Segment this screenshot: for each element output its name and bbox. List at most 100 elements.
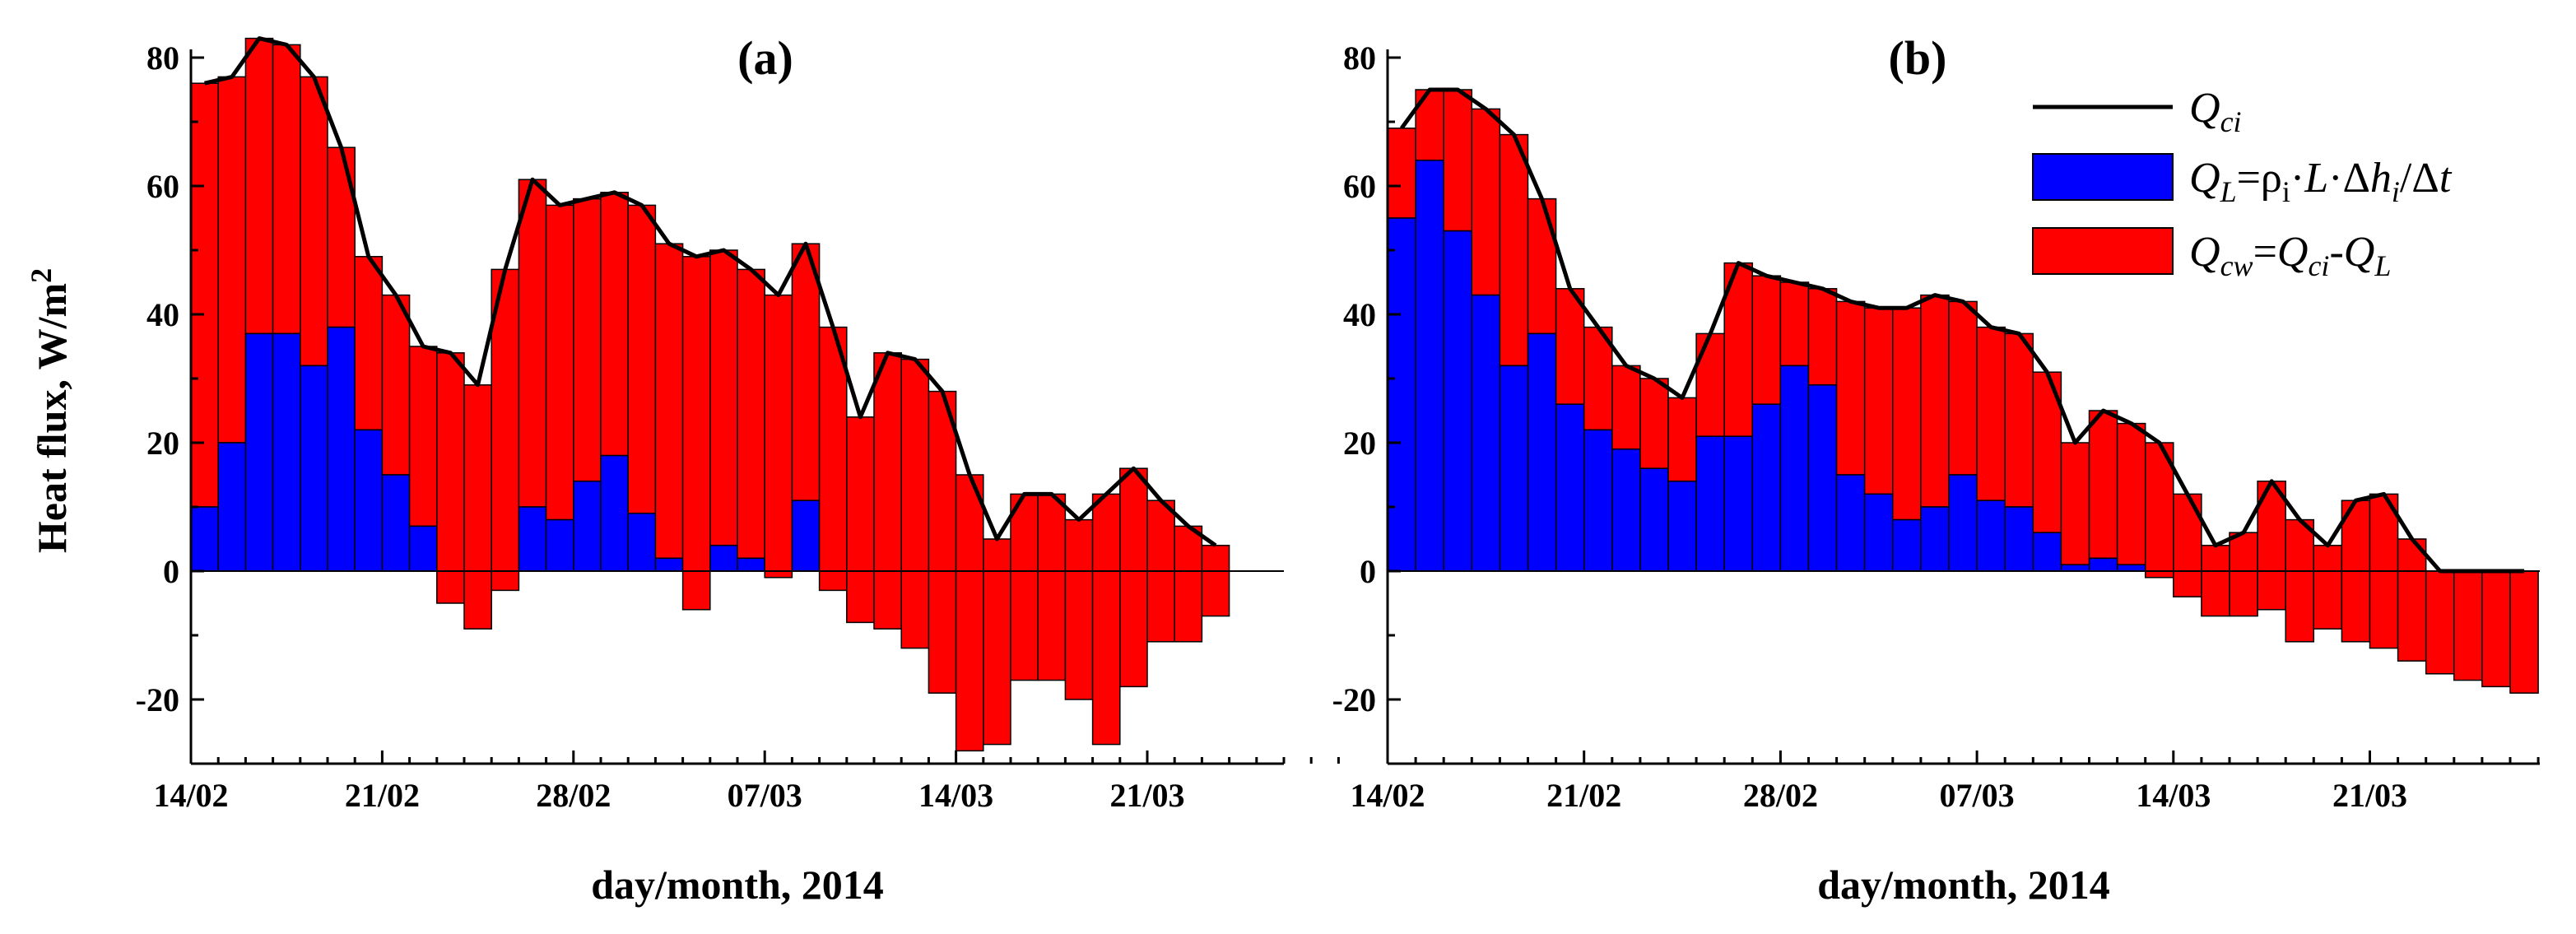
- qcw-bar: [244, 37, 274, 335]
- ql-bar: [354, 429, 384, 572]
- x-tick-label: 21/03: [2332, 777, 2407, 814]
- y-tick-label: 0: [163, 553, 179, 590]
- qcw-bar: [2004, 332, 2034, 508]
- y-tick-label: -20: [1332, 681, 1376, 718]
- ql-bar: [791, 500, 821, 572]
- qcw-bar: [1920, 294, 1950, 508]
- panel-label: (a): [737, 31, 793, 85]
- ql-bar: [1751, 403, 1782, 572]
- qcw-bar: [2088, 410, 2118, 560]
- qcw-bar: [1010, 493, 1039, 681]
- ql-bar: [1920, 506, 1950, 572]
- ql-bar: [737, 557, 765, 572]
- qcw-bar: [764, 294, 793, 579]
- ql-bar: [408, 525, 438, 572]
- qcw-bar: [2116, 422, 2146, 565]
- qcw-bar: [2229, 532, 2258, 617]
- qcw-bar: [681, 256, 711, 611]
- legend-label-qcw: Qcw=Qci-QL: [2189, 229, 2391, 282]
- x-tick-label: 28/02: [536, 777, 611, 814]
- qcw-bar: [654, 243, 684, 560]
- x-axis-title: day/month, 2014: [1817, 862, 2110, 908]
- qci-line: [1399, 87, 2525, 574]
- ql-bar: [217, 442, 247, 572]
- qcw-bar: [2313, 545, 2343, 630]
- qcw-bar: [1583, 326, 1613, 431]
- qcw-bar: [873, 352, 902, 630]
- qcw-bar: [1835, 300, 1866, 476]
- ql-bar: [190, 506, 219, 572]
- qcw-bar: [1779, 281, 1810, 367]
- qcw-bar: [1064, 518, 1094, 700]
- ql-bar: [1779, 365, 1810, 572]
- qcw-bar: [709, 249, 738, 546]
- x-tick-label: 28/02: [1743, 777, 1818, 814]
- qcw-bar: [1037, 493, 1067, 681]
- qcw-bar: [600, 192, 629, 457]
- ql-bar: [518, 506, 547, 572]
- y-tick-label: 60: [1343, 168, 1376, 205]
- qcw-bar: [1807, 288, 1838, 386]
- qcw-bar: [1527, 197, 1557, 335]
- qcw-bar: [846, 416, 875, 624]
- x-tick-label: 21/02: [345, 777, 420, 814]
- qcw-bar: [217, 76, 247, 444]
- qcw-bar: [1387, 128, 1416, 219]
- ql-bar: [1976, 500, 2006, 572]
- ql-bar: [545, 518, 574, 572]
- ql-bar: [244, 332, 274, 572]
- ql-bar: [272, 332, 301, 572]
- qcw-bar: [408, 346, 438, 527]
- qcw-bar: [818, 326, 848, 592]
- ql-bar: [627, 513, 657, 572]
- ql-bar: [1499, 365, 1529, 572]
- ql-bar: [1415, 160, 1444, 572]
- ql-bar: [2032, 532, 2062, 572]
- qcw-bar: [928, 390, 957, 694]
- x-tick-label: 14/02: [1350, 777, 1425, 814]
- ql-bar: [300, 365, 328, 572]
- qcw-bar: [1639, 378, 1669, 469]
- panel-a: -20 0 20 40 60 80 14/02 21/02 28/02 07/03 14/03 21/…: [25, 31, 1340, 908]
- ql-bar: [709, 545, 738, 572]
- qcw-bar: [1555, 288, 1585, 405]
- ql-bar: [600, 454, 629, 572]
- qcw-bar: [354, 256, 384, 431]
- qcw-bar: [1174, 525, 1203, 643]
- qcw-bar: [463, 384, 492, 630]
- qcw-bar: [791, 243, 821, 501]
- x-tick-label: 21/03: [1109, 777, 1184, 814]
- ql-bar: [1443, 230, 1473, 572]
- x-tick-label: 14/03: [2136, 777, 2211, 814]
- ql-bar: [2116, 564, 2146, 572]
- qcw-bar: [2201, 545, 2230, 617]
- panel-b: -20 0 20 40 60 80 14/02 21/02 28/02 07/03 14/03 21/…: [1332, 31, 2540, 908]
- legend-swatch-qcw: [2032, 227, 2174, 275]
- ql-bar: [1695, 435, 1725, 572]
- qcw-bar: [1976, 326, 2006, 501]
- qcw-bar: [190, 82, 219, 508]
- qcw-bar: [2425, 570, 2455, 675]
- qcw-bar: [1695, 332, 1725, 437]
- y-axis-title: Heat flux, W/m2: [25, 268, 75, 553]
- qcw-bar: [1119, 467, 1148, 688]
- ql-bar: [327, 326, 356, 572]
- qcw-bar: [2509, 570, 2539, 694]
- x-tick-label: 07/03: [1940, 777, 2015, 814]
- legend-label-qci: Qci: [2189, 85, 2242, 138]
- x-tick-label: 14/03: [918, 777, 993, 814]
- qcw-bar: [900, 358, 930, 649]
- qcw-bar: [1751, 275, 1782, 405]
- qcw-bar: [1499, 133, 1529, 367]
- qcw-bar: [2481, 570, 2511, 688]
- y-tick-label: 40: [1343, 296, 1376, 333]
- qcw-bar: [381, 294, 411, 476]
- qcw-bar: [545, 204, 574, 521]
- legend: Qci QL=ρi·L·Δhi/Δt Qcw=Qci-QL: [2032, 85, 2453, 282]
- qcw-bar: [2285, 518, 2315, 643]
- panel-label: (b): [1889, 31, 1947, 85]
- qcw-bar: [1948, 300, 1978, 476]
- y-tick-label: -20: [136, 681, 179, 718]
- qcw-bar: [1471, 108, 1501, 296]
- ql-bar: [381, 474, 411, 572]
